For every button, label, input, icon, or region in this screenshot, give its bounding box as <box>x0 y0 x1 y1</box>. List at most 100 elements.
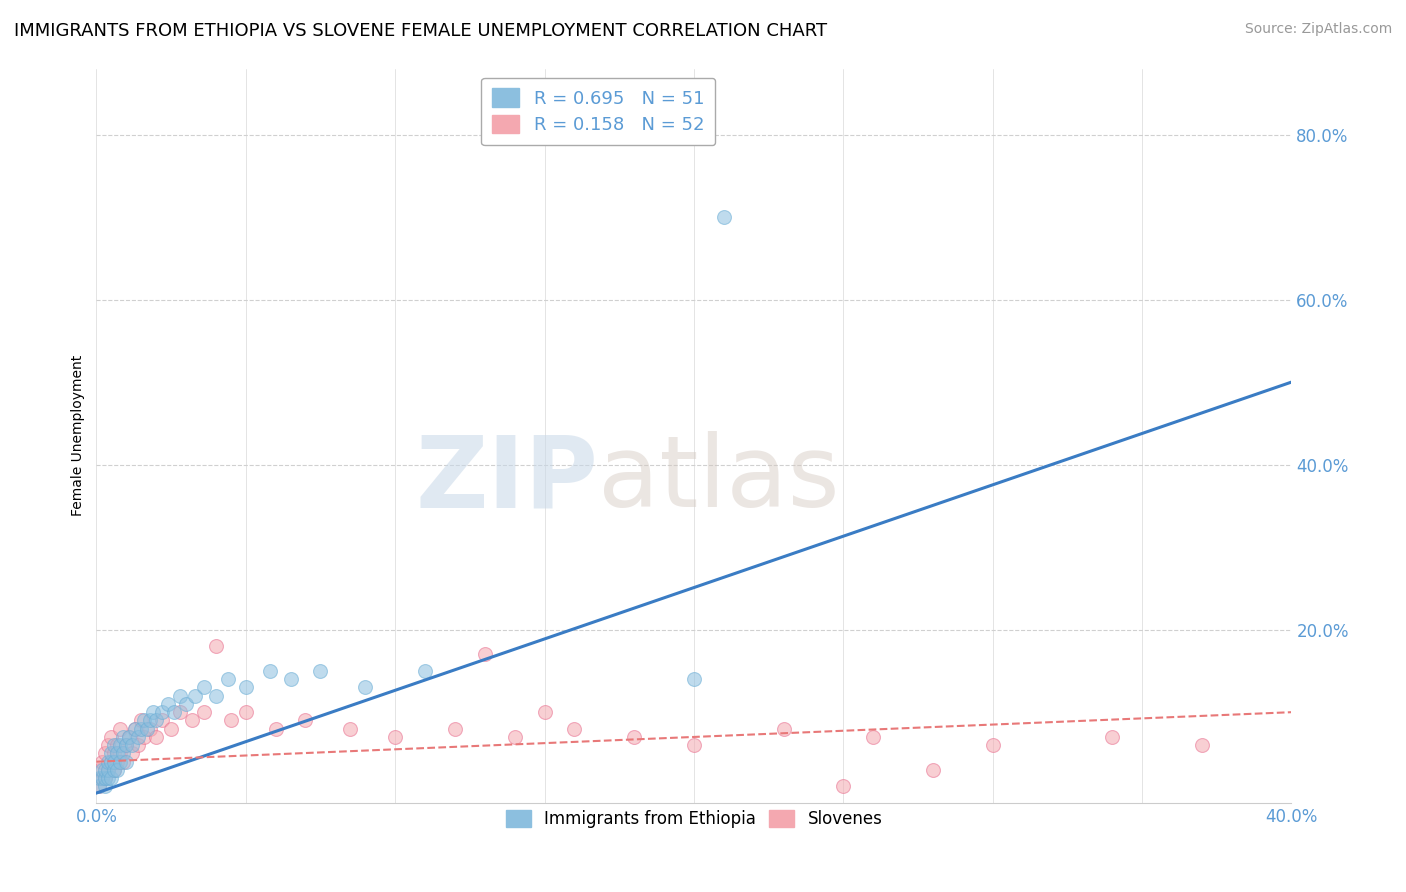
Point <box>264 722 287 736</box>
Point <box>174 697 197 711</box>
Point <box>124 722 146 736</box>
Point <box>134 730 156 744</box>
Point <box>142 705 165 719</box>
Point <box>105 763 128 777</box>
Point <box>145 730 167 744</box>
Point <box>862 730 884 744</box>
Text: ZIP: ZIP <box>415 432 599 528</box>
Text: atlas: atlas <box>599 432 839 528</box>
Point <box>110 738 132 752</box>
Point <box>103 738 125 752</box>
Point <box>94 763 117 777</box>
Point <box>339 722 361 736</box>
Point <box>89 763 111 777</box>
Point <box>1191 738 1213 752</box>
Point <box>100 730 122 744</box>
Point <box>136 722 159 736</box>
Point <box>354 681 377 695</box>
Point <box>103 755 125 769</box>
Legend: Immigrants from Ethiopia, Slovenes: Immigrants from Ethiopia, Slovenes <box>499 804 889 835</box>
Point <box>169 689 191 703</box>
Point <box>139 714 162 728</box>
Point <box>193 705 215 719</box>
Point <box>105 738 128 752</box>
Point <box>127 738 149 752</box>
Point <box>118 730 141 744</box>
Point <box>127 730 149 744</box>
Point <box>444 722 467 736</box>
Point <box>115 738 138 752</box>
Point <box>474 648 496 662</box>
Point <box>118 730 141 744</box>
Point <box>683 738 706 752</box>
Point <box>110 722 132 736</box>
Point <box>97 771 120 785</box>
Point <box>163 705 186 719</box>
Point <box>235 681 257 695</box>
Point <box>129 714 152 728</box>
Point <box>91 755 114 769</box>
Point <box>97 763 120 777</box>
Point <box>259 664 281 678</box>
Point <box>103 763 125 777</box>
Point <box>100 755 122 769</box>
Point <box>160 722 183 736</box>
Point <box>533 705 555 719</box>
Point <box>115 755 138 769</box>
Point <box>503 730 526 744</box>
Point <box>217 672 239 686</box>
Point <box>121 738 143 752</box>
Point <box>110 755 132 769</box>
Point <box>100 755 122 769</box>
Point <box>623 730 645 744</box>
Point <box>1101 730 1123 744</box>
Point <box>145 714 167 728</box>
Point <box>235 705 257 719</box>
Point <box>112 747 135 761</box>
Point <box>91 771 114 785</box>
Point <box>205 639 228 653</box>
Point <box>110 747 132 761</box>
Point <box>157 697 180 711</box>
Text: IMMIGRANTS FROM ETHIOPIA VS SLOVENE FEMALE UNEMPLOYMENT CORRELATION CHART: IMMIGRANTS FROM ETHIOPIA VS SLOVENE FEMA… <box>14 22 827 40</box>
Point <box>150 714 173 728</box>
Point <box>94 747 117 761</box>
Point <box>100 771 122 785</box>
Point <box>121 747 143 761</box>
Point <box>105 755 128 769</box>
Point <box>115 738 138 752</box>
Point <box>97 763 120 777</box>
Point <box>97 738 120 752</box>
Point <box>981 738 1004 752</box>
Point <box>169 705 191 719</box>
Point <box>219 714 242 728</box>
Point <box>309 664 332 678</box>
Point <box>89 780 111 794</box>
Point <box>94 771 117 785</box>
Point <box>413 664 436 678</box>
Point <box>683 672 706 686</box>
Point <box>184 689 207 703</box>
Point <box>134 714 156 728</box>
Point <box>124 722 146 736</box>
Point <box>294 714 316 728</box>
Point <box>103 747 125 761</box>
Point <box>384 730 406 744</box>
Point <box>100 747 122 761</box>
Point <box>564 722 586 736</box>
Text: Source: ZipAtlas.com: Source: ZipAtlas.com <box>1244 22 1392 37</box>
Point <box>139 722 162 736</box>
Point <box>193 681 215 695</box>
Point <box>280 672 302 686</box>
Point <box>713 210 735 224</box>
Point <box>94 771 117 785</box>
Point <box>91 771 114 785</box>
Point <box>205 689 228 703</box>
Point <box>94 780 117 794</box>
Point <box>105 747 128 761</box>
Point <box>97 755 120 769</box>
Point <box>112 755 135 769</box>
Point <box>772 722 794 736</box>
Y-axis label: Female Unemployment: Female Unemployment <box>72 355 86 516</box>
Point <box>129 722 152 736</box>
